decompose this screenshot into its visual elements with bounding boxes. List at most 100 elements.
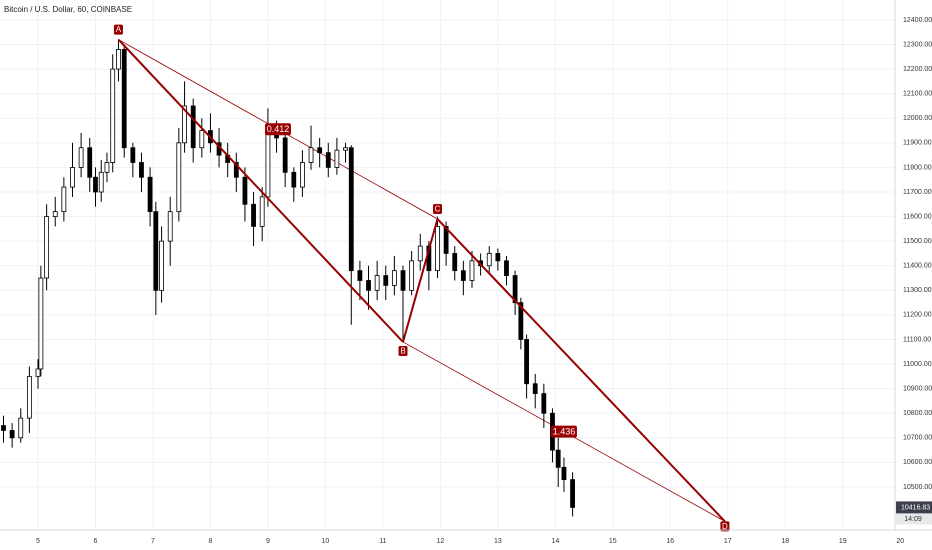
candle-body <box>104 162 110 173</box>
candle-body <box>524 339 529 385</box>
candle-body <box>383 275 389 286</box>
last-price: 10416.83 <box>901 504 930 511</box>
candle-body <box>366 280 371 291</box>
y-tick-label: 10800.00 <box>903 410 932 417</box>
y-tick-label: 11800.00 <box>903 164 932 171</box>
candle-body <box>443 226 449 254</box>
candle-body <box>147 176 153 213</box>
ratio-label-box <box>264 123 291 136</box>
x-tick-label: 14 <box>551 538 559 545</box>
candle-body <box>452 253 458 272</box>
point-label: B <box>400 347 405 356</box>
candle-body <box>469 260 475 281</box>
candle-body <box>1 425 6 431</box>
candle-body <box>130 147 136 163</box>
candle-body <box>78 147 84 168</box>
candle-body <box>52 211 58 217</box>
candle-body <box>121 49 127 149</box>
candle-body <box>532 383 538 394</box>
candle-body <box>409 260 415 291</box>
y-tick-label: 12400.00 <box>903 17 932 24</box>
candle-body <box>176 142 182 213</box>
candle-body <box>18 417 24 439</box>
y-tick-label: 10500.00 <box>903 484 932 491</box>
candle-body <box>486 253 492 267</box>
x-tick-label: 16 <box>666 538 674 545</box>
point-label: A <box>116 25 122 34</box>
candle-body <box>35 368 41 377</box>
candle-body <box>417 245 423 262</box>
x-tick-label: 11 <box>379 538 386 545</box>
x-tick-label: 8 <box>208 538 212 545</box>
candle-body <box>199 130 205 149</box>
point-label: C <box>435 205 441 214</box>
x-tick-label: 20 <box>896 538 904 545</box>
last-price-box <box>896 501 932 514</box>
candle-body <box>555 449 561 468</box>
x-tick-label: 17 <box>724 538 732 545</box>
y-tick-label: 11900.00 <box>903 140 932 147</box>
candle-body <box>518 302 524 340</box>
candle-body <box>391 270 397 286</box>
x-tick-label: 6 <box>94 538 98 545</box>
candle-body <box>159 240 164 291</box>
ratio-label: 1.436 <box>553 427 576 437</box>
candle-body <box>167 211 173 242</box>
candle-body <box>139 162 144 178</box>
candle-body <box>308 147 314 163</box>
countdown-box <box>896 513 932 525</box>
candle-body <box>259 196 265 227</box>
candle-body <box>93 176 98 193</box>
y-tick-label: 11000.00 <box>903 361 932 368</box>
candle-body <box>460 270 466 281</box>
x-tick-label: 9 <box>266 538 270 545</box>
point-label-box <box>720 521 730 532</box>
y-tick-label: 11700.00 <box>903 189 932 196</box>
y-tick-label: 11400.00 <box>903 263 932 270</box>
candle-body <box>504 260 509 276</box>
y-tick-label: 11600.00 <box>903 213 932 220</box>
candle-body <box>570 479 575 508</box>
y-tick-label: 11500.00 <box>903 238 932 245</box>
candle-body <box>98 171 104 193</box>
candle-body <box>61 186 67 213</box>
point-label: D <box>722 522 728 531</box>
candle-body <box>561 466 567 481</box>
ratio-label-box <box>550 425 577 438</box>
countdown: 14:09 <box>904 516 922 523</box>
y-tick-label: 12300.00 <box>903 41 932 48</box>
y-tick-label: 12000.00 <box>903 115 932 122</box>
candle-body <box>334 149 340 168</box>
pattern-leg <box>402 218 439 343</box>
candle-body <box>282 137 288 173</box>
candle-body <box>251 203 256 227</box>
price-axis <box>895 0 932 550</box>
candle-body <box>541 393 547 414</box>
pattern-leg <box>436 218 726 523</box>
candle-body <box>153 211 159 291</box>
y-tick-label: 11300.00 <box>903 287 932 294</box>
candle-body <box>348 147 354 272</box>
candle-body <box>190 105 196 149</box>
candle-body <box>70 167 75 188</box>
y-tick-label: 10700.00 <box>903 435 932 442</box>
candle-body <box>317 147 323 154</box>
candle-body <box>357 270 363 281</box>
candle-body <box>325 152 331 168</box>
point-label-box <box>432 204 442 215</box>
y-tick-label: 10600.00 <box>903 459 932 466</box>
candle-body <box>26 375 32 419</box>
candle-body <box>182 105 187 144</box>
candle-body <box>38 277 44 370</box>
point-label-box <box>113 24 123 35</box>
x-tick-label: 10 <box>322 538 330 545</box>
x-tick-label: 12 <box>436 538 444 545</box>
y-tick-label: 12100.00 <box>903 91 932 98</box>
x-tick-label: 18 <box>781 538 789 545</box>
candle-body <box>116 49 121 70</box>
candle-body <box>9 430 15 439</box>
x-tick-label: 7 <box>151 538 155 545</box>
